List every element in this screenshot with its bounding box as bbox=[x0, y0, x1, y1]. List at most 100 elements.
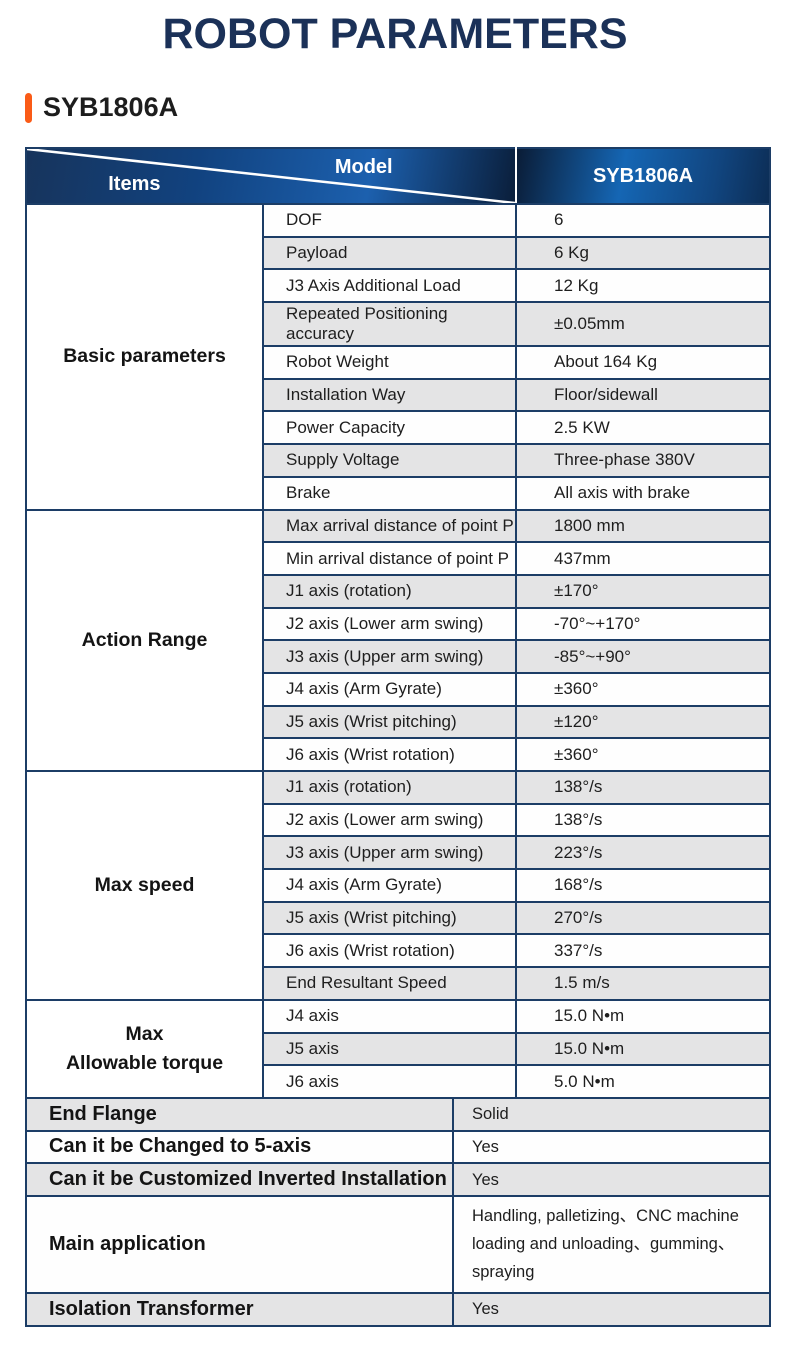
table-row: J2 axis (Lower arm swing) 138°/s bbox=[26, 802, 771, 838]
header-model-label: Model bbox=[334, 156, 393, 178]
item-cell: J1 axis (rotation) bbox=[262, 770, 517, 805]
table-row: J5 axis 15.0 N•m bbox=[26, 1031, 771, 1067]
value-cell: 223°/s bbox=[515, 835, 771, 871]
diagonal-divider-line bbox=[28, 150, 514, 202]
table-row: J5 axis (Wrist pitching) ±120° bbox=[26, 704, 771, 740]
table-row: Isolation Transformer Yes bbox=[25, 1291, 771, 1327]
value-cell: 138°/s bbox=[515, 802, 771, 838]
table-row: Robot Weight About 164 Kg bbox=[26, 345, 771, 380]
table-row: J5 axis (Wrist pitching) 270°/s bbox=[26, 900, 771, 936]
table-row: Main application Handling, palletizing、CN… bbox=[25, 1194, 771, 1294]
item-cell: J3 Axis Additional Load bbox=[262, 268, 517, 304]
table-row: End Resultant Speed 1.5 m/s bbox=[26, 966, 771, 1001]
value-cell: ±170° bbox=[515, 573, 771, 609]
table-row: Action Range Max arrival distance of poin… bbox=[25, 508, 771, 772]
item-cell: J4 axis (Arm Gyrate) bbox=[262, 868, 517, 903]
value-cell: -85°~+90° bbox=[515, 639, 771, 674]
category-cell-action-range: Action Range bbox=[25, 508, 264, 772]
table-row: J3 axis (Upper arm swing) -85°~+90° bbox=[26, 639, 771, 674]
section-heading-text: SYB1806A bbox=[43, 92, 179, 122]
value-cell: ±360° bbox=[515, 737, 771, 772]
item-cell: Power Capacity bbox=[262, 410, 517, 446]
table-row: J1 axis (rotation) ±170° bbox=[26, 573, 771, 609]
value-cell: 168°/s bbox=[515, 868, 771, 903]
table-header-row: Model Items SYB1806A bbox=[25, 147, 771, 205]
value-cell: 1.5 m/s bbox=[515, 966, 771, 1001]
footer-value-cell: Yes bbox=[452, 1162, 771, 1197]
table-row: Max Allowable torque J4 axis 15.0 N•m bbox=[25, 998, 771, 1099]
item-cell: Repeated Positioning accuracy bbox=[262, 301, 517, 348]
value-cell: Floor/sidewall bbox=[515, 377, 771, 413]
item-cell: J3 axis (Upper arm swing) bbox=[262, 639, 517, 674]
table-row: Min arrival distance of point P 437mm bbox=[26, 541, 771, 576]
header-items-label: Items bbox=[108, 173, 161, 195]
value-cell: 1800 mm bbox=[515, 508, 771, 544]
item-cell: J5 axis (Wrist pitching) bbox=[262, 900, 517, 936]
value-cell: About 164 Kg bbox=[515, 345, 771, 380]
value-cell: ±120° bbox=[515, 704, 771, 740]
footer-value-cell: Handling, palletizing、CNC machine loadin… bbox=[452, 1194, 771, 1294]
value-cell: Three-phase 380V bbox=[515, 443, 771, 478]
table-row: Basic parameters DOF 6 bbox=[25, 203, 771, 511]
item-cell: J4 axis bbox=[262, 998, 517, 1034]
item-cell: Max arrival distance of point P bbox=[262, 508, 517, 544]
table-row: J4 axis (Arm Gyrate) ±360° bbox=[26, 671, 771, 707]
item-cell: Min arrival distance of point P bbox=[262, 541, 517, 576]
item-cell: J6 axis bbox=[262, 1064, 517, 1099]
header-items-model-cell: Model Items bbox=[25, 147, 517, 205]
table-row: J6 axis 5.0 N•m bbox=[26, 1064, 771, 1099]
table-row: Brake All axis with brake bbox=[26, 475, 771, 511]
item-cell: J3 axis (Upper arm swing) bbox=[262, 835, 517, 871]
item-cell: J5 axis bbox=[262, 1031, 517, 1067]
footer-value-cell: Solid bbox=[452, 1096, 771, 1132]
item-cell: DOF bbox=[262, 203, 517, 238]
value-cell: 12 Kg bbox=[515, 268, 771, 304]
value-cell: All axis with brake bbox=[515, 475, 771, 511]
table-row: J2 axis (Lower arm swing) -70°~+170° bbox=[26, 606, 771, 642]
category-cell-max-speed: Max speed bbox=[25, 770, 264, 1001]
item-cell: Installation Way bbox=[262, 377, 517, 413]
category-cell-basic-parameters: Basic parameters bbox=[25, 203, 264, 511]
table-row: J3 axis (Upper arm swing) 223°/s bbox=[26, 835, 771, 871]
spec-table-footer: End Flange Solid Can it be Changed to 5-ax… bbox=[25, 1096, 771, 1327]
value-cell: 6 Kg bbox=[515, 235, 771, 271]
table-row: J3 Axis Additional Load 12 Kg bbox=[26, 268, 771, 304]
table-row: End Flange Solid bbox=[25, 1096, 771, 1132]
item-cell: Brake bbox=[262, 475, 517, 511]
table-row: Supply Voltage Three-phase 380V bbox=[26, 443, 771, 478]
item-cell: J6 axis (Wrist rotation) bbox=[262, 933, 517, 969]
value-cell: 337°/s bbox=[515, 933, 771, 969]
item-cell: J6 axis (Wrist rotation) bbox=[262, 737, 517, 772]
value-cell: 138°/s bbox=[515, 770, 771, 805]
table-row: Repeated Positioning accuracy ±0.05mm bbox=[26, 301, 771, 348]
spec-table-main: Model Items SYB1806A Basic parameters DOF… bbox=[25, 147, 771, 1099]
table-row: Max speed J1 axis (rotation) 138°/s bbox=[25, 770, 771, 1001]
item-cell: J2 axis (Lower arm swing) bbox=[262, 606, 517, 642]
item-cell: J1 axis (rotation) bbox=[262, 573, 517, 609]
table-row: J6 axis (Wrist rotation) ±360° bbox=[26, 737, 771, 772]
header-model-value-cell: SYB1806A bbox=[515, 147, 771, 205]
table-row: Can it be Customized Inverted Installati… bbox=[25, 1162, 771, 1197]
value-cell: ±360° bbox=[515, 671, 771, 707]
item-cell: Supply Voltage bbox=[262, 443, 517, 478]
item-cell: J2 axis (Lower arm swing) bbox=[262, 802, 517, 838]
item-cell: J5 axis (Wrist pitching) bbox=[262, 704, 517, 740]
value-cell: -70°~+170° bbox=[515, 606, 771, 642]
table-row: Payload 6 Kg bbox=[26, 235, 771, 271]
footer-value-cell: Yes bbox=[452, 1129, 771, 1165]
value-cell: ±0.05mm bbox=[515, 301, 771, 348]
value-cell: 6 bbox=[515, 203, 771, 238]
value-cell: 437mm bbox=[515, 541, 771, 576]
table-row: J6 axis (Wrist rotation) 337°/s bbox=[26, 933, 771, 969]
value-cell: 270°/s bbox=[515, 900, 771, 936]
footer-value-cell: Yes bbox=[452, 1291, 771, 1327]
footer-label-cell-end-flange: End Flange bbox=[25, 1096, 454, 1132]
item-cell: J4 axis (Arm Gyrate) bbox=[262, 671, 517, 707]
footer-label-cell-can-it-be-changed-to-5-axis: Can it be Changed to 5-axis bbox=[25, 1129, 454, 1165]
page-title: ROBOT PARAMETERS bbox=[162, 10, 628, 58]
item-cell: Payload bbox=[262, 235, 517, 271]
footer-label-cell-can-it-be-customized-inverted-installation: Can it be Customized Inverted Installati… bbox=[25, 1162, 454, 1197]
spec-table: Model Items SYB1806A Basic parameters DOF… bbox=[25, 147, 771, 1327]
table-row: J4 axis (Arm Gyrate) 168°/s bbox=[26, 868, 771, 903]
footer-label-cell-main-application: Main application bbox=[25, 1194, 454, 1294]
